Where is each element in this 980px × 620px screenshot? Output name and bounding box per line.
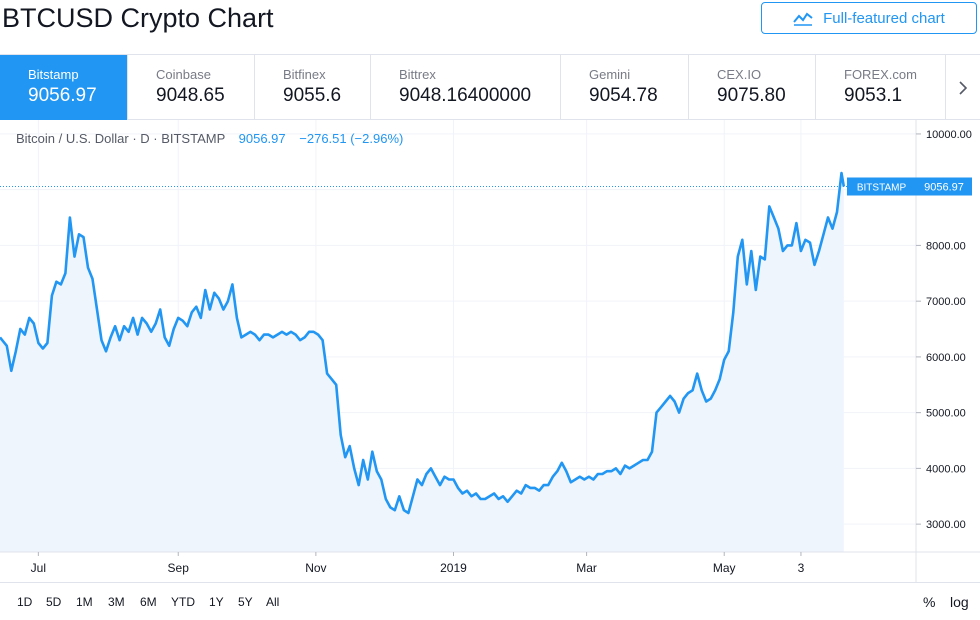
x-tick-label: May bbox=[713, 561, 736, 575]
timeframe-all[interactable]: All bbox=[266, 595, 280, 609]
y-tick-label: 5000.00 bbox=[926, 408, 966, 420]
log-scale-toggle[interactable]: log bbox=[950, 594, 969, 610]
x-tick-label: 2019 bbox=[440, 561, 467, 575]
y-tick-label: 4000.00 bbox=[926, 463, 966, 475]
exchange-name: FOREX.com bbox=[844, 67, 917, 82]
page-title: BTCUSD Crypto Chart bbox=[2, 3, 274, 33]
legend-symbol: Bitcoin / U.S. Dollar · D · BITSTAMP bbox=[16, 131, 226, 146]
timeframe-5d[interactable]: 5D bbox=[46, 595, 62, 609]
timeframe-6m[interactable]: 6M bbox=[140, 595, 157, 609]
price-line bbox=[0, 171, 846, 515]
exchange-name: Bitstamp bbox=[28, 67, 79, 82]
timeframe-3m[interactable]: 3M bbox=[108, 595, 125, 609]
y-tick-label: 7000.00 bbox=[926, 296, 966, 308]
tab-gemini[interactable]: Gemini 9054.78 bbox=[561, 55, 689, 120]
timeframe-1d[interactable]: 1D bbox=[17, 595, 33, 609]
tab-coinbase[interactable]: Coinbase 9048.65 bbox=[128, 55, 255, 120]
chart-legend: Bitcoin / U.S. Dollar · D · BITSTAMP 905… bbox=[16, 131, 403, 146]
legend-change: −276.51 (−2.96%) bbox=[299, 131, 404, 146]
x-tick-label: Nov bbox=[305, 561, 326, 575]
exchange-price: 9048.16400000 bbox=[399, 85, 532, 106]
y-tick-label: 10000.00 bbox=[926, 129, 972, 141]
last-price-source-tag bbox=[847, 177, 916, 196]
tab-bitstamp[interactable]: Bitstamp 9056.97 bbox=[0, 55, 128, 120]
tab-bitfinex[interactable]: Bitfinex 9055.6 bbox=[255, 55, 371, 120]
y-tick-label: 8000.00 bbox=[926, 240, 966, 252]
exchange-name: Coinbase bbox=[156, 67, 211, 82]
exchange-tabs: Bitstamp 9056.97 Coinbase 9048.65 Bitfin… bbox=[0, 54, 980, 120]
tab-forex-com[interactable]: FOREX.com 9053.1 bbox=[816, 55, 946, 120]
timeframe-bar: 1D 5D 1M 3M 6M YTD 1Y 5Y All % log bbox=[0, 582, 980, 620]
price-chart-svg[interactable]: 3000.00 4000.00 5000.00 6000.00 7000.00 8000.… bbox=[0, 120, 980, 582]
exchange-price: 9056.97 bbox=[28, 85, 97, 106]
tab-cex-io[interactable]: CEX.IO 9075.80 bbox=[689, 55, 816, 120]
price-area-fill bbox=[0, 173, 844, 552]
x-tick-label: Mar bbox=[576, 561, 597, 575]
tab-bittrex[interactable]: Bittrex 9048.16400000 bbox=[371, 55, 561, 120]
price-chart[interactable]: 3000.00 4000.00 5000.00 6000.00 7000.00 8000.… bbox=[0, 120, 980, 582]
last-price-axis-tag bbox=[916, 177, 972, 196]
exchange-price: 9048.65 bbox=[156, 85, 225, 106]
exchange-name: Bittrex bbox=[399, 67, 436, 82]
exchange-name: Bitfinex bbox=[283, 67, 326, 82]
y-tick-label: 3000.00 bbox=[926, 519, 966, 531]
timeframe-ytd[interactable]: YTD bbox=[171, 595, 195, 609]
tabs-scroll-right-button[interactable] bbox=[946, 55, 980, 120]
x-tick-label: Jul bbox=[31, 561, 46, 575]
header: BTCUSD Crypto Chart Full-featured chart bbox=[0, 0, 980, 54]
exchange-price: 9075.80 bbox=[717, 85, 786, 106]
last-price-axis-label: 9056.97 bbox=[924, 182, 964, 194]
full-featured-chart-button[interactable]: Full-featured chart bbox=[761, 2, 977, 34]
last-price-source-label: BITSTAMP bbox=[857, 183, 907, 194]
exchange-price: 9054.78 bbox=[589, 85, 658, 106]
timeframe-1y[interactable]: 1Y bbox=[209, 595, 224, 609]
legend-last-price: 9056.97 bbox=[238, 131, 286, 146]
chevron-right-icon bbox=[959, 80, 968, 95]
timeframe-1m[interactable]: 1M bbox=[76, 595, 93, 609]
y-tick-label: 6000.00 bbox=[926, 352, 966, 364]
full-featured-chart-label: Full-featured chart bbox=[823, 9, 945, 27]
chart-line-icon bbox=[793, 12, 813, 26]
timeframe-5y[interactable]: 5Y bbox=[238, 595, 253, 609]
exchange-price: 9055.6 bbox=[283, 85, 342, 106]
x-tick-label: 3 bbox=[798, 561, 805, 575]
exchange-price: 9053.1 bbox=[844, 85, 903, 106]
exchange-name: Gemini bbox=[589, 67, 631, 82]
exchange-name: CEX.IO bbox=[717, 67, 762, 82]
x-tick-label: Sep bbox=[168, 561, 190, 575]
percent-scale-toggle[interactable]: % bbox=[923, 594, 936, 610]
